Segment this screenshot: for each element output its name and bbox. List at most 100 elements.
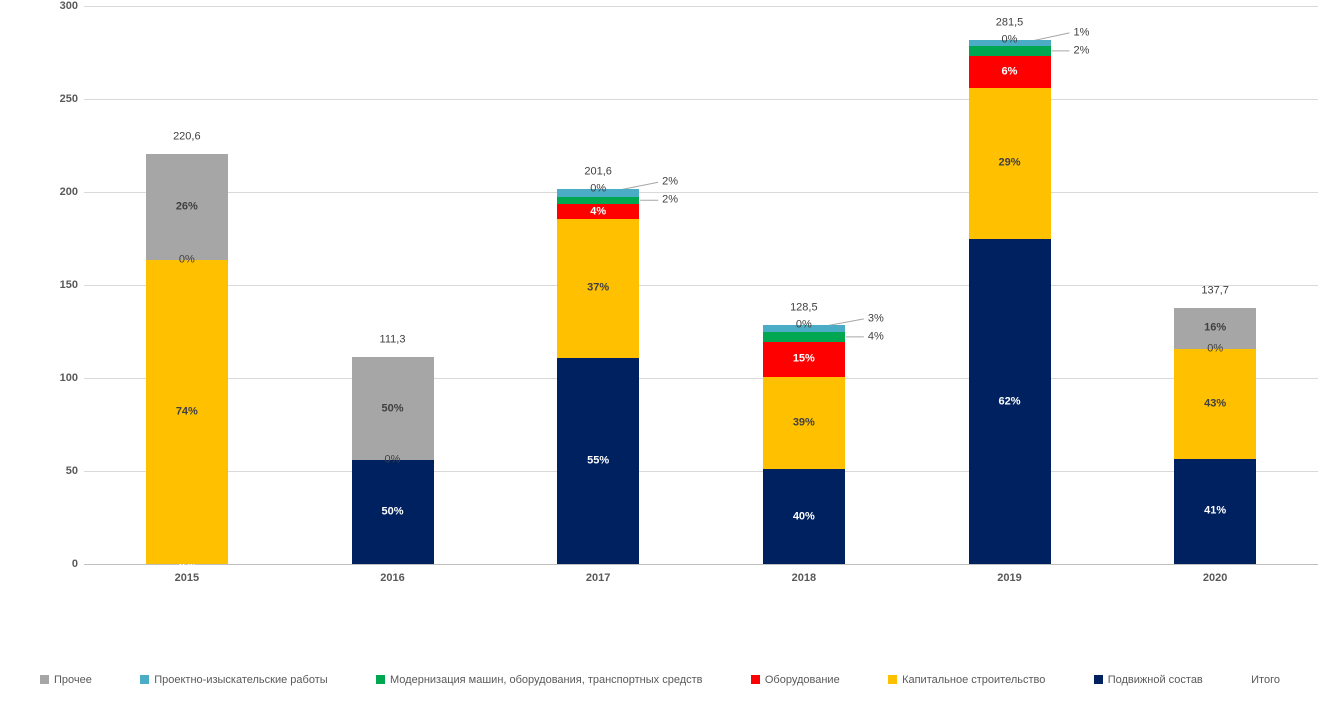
total-label: 128,5	[790, 301, 818, 314]
total-label: 281,5	[995, 16, 1024, 29]
x-axis-tick-label: 2018	[791, 572, 817, 584]
bar-2019-segment-capital_construction[interactable]	[968, 87, 1051, 240]
legend-item-label: Оборудование	[764, 673, 840, 686]
legend-item-modernization[interactable]: Модернизация машин, оборудования, трансп…	[376, 674, 703, 686]
total-label: 201,6	[584, 165, 612, 178]
bar-2016-segment-rolling_stock[interactable]	[351, 460, 434, 564]
x-axis-line	[84, 564, 1318, 565]
bar-2019-segment-rolling_stock[interactable]	[968, 239, 1051, 564]
callout-label-modernization: 2%	[662, 193, 679, 206]
data-label-rolling_stock: 41%	[1204, 504, 1227, 517]
x-axis-tick-label: 2015	[174, 572, 200, 584]
capital_construction-swatch-icon	[888, 675, 898, 684]
legend-item-label: Модернизация машин, оборудования, трансп…	[390, 673, 703, 686]
data-label-capital_construction: 74%	[175, 405, 198, 418]
y-axis-tick-label: 50	[65, 465, 78, 477]
legend-item-label: Подвижной состав	[1107, 673, 1203, 686]
y-axis-tick-label: 250	[59, 93, 78, 105]
bar-2018-segment-modernization[interactable]	[762, 332, 845, 342]
legend-item-rolling_stock[interactable]: Подвижной состав	[1093, 673, 1203, 686]
x-axis-tick-label: 2017	[585, 572, 611, 584]
gridline	[84, 285, 1318, 286]
callout-label-design-survey: 2%	[662, 175, 679, 188]
data-label-other: 26%	[175, 200, 198, 213]
bar-2020-segment-rolling_stock[interactable]	[1174, 458, 1257, 564]
x-axis: 2015 2016 2017 2018 2019 2020	[0, 564, 1330, 594]
data-label-rolling_stock: 55%	[587, 454, 610, 467]
data-label-equipment: 6%	[1001, 65, 1018, 78]
bar-2020-segment-capital_construction[interactable]	[1174, 348, 1257, 459]
legend-item-label: Итого	[1251, 673, 1280, 686]
bar-2018-segment-capital_construction[interactable]	[762, 377, 845, 470]
total-label: 111,3	[379, 333, 406, 346]
bar-2015-segment-capital_construction[interactable]	[145, 260, 228, 564]
modernization-swatch-icon	[376, 675, 386, 684]
data-label-capital_construction: 29%	[998, 156, 1021, 169]
data-label-rolling_stock: 40%	[792, 510, 815, 523]
y-axis-tick-label: 0	[71, 558, 78, 570]
x-axis-tick-label: 2019	[997, 572, 1022, 584]
data-label-zero: 0%	[384, 453, 401, 466]
legend-item-other[interactable]: Прочее	[40, 674, 92, 686]
data-label-capital_construction: 39%	[792, 416, 815, 429]
plot-area: 0% 74% 26% 0% 220,6 50% 50% 0% 111,3 55% 37% 4% 0% 20…	[145, 16, 1257, 564]
data-label-other: 50%	[381, 402, 404, 415]
bar-2016-segment-other[interactable]	[351, 356, 434, 461]
legend-item-design_survey[interactable]: Проектно-изыскательские работы	[140, 673, 328, 686]
gridline	[84, 6, 1318, 7]
equipment-swatch-icon	[750, 675, 760, 684]
bar-2020-segment-other[interactable]	[1174, 307, 1257, 349]
bar-2017-segment-rolling_stock[interactable]	[557, 357, 640, 564]
legend-item-label: Проектно-изыскательские работы	[154, 673, 328, 686]
bar-2017-segment-equipment[interactable]	[557, 204, 640, 219]
data-label-equipment: 4%	[590, 205, 607, 218]
bar-2015-segment-other[interactable]	[145, 153, 228, 261]
design_survey-swatch-icon	[140, 675, 150, 684]
bar-2017-segment-design_survey[interactable]	[557, 189, 640, 197]
total-label: 220,6	[173, 130, 201, 143]
bar-2018-segment-equipment[interactable]	[762, 341, 845, 378]
bar-2017-segment-capital_construction[interactable]	[557, 219, 640, 358]
legend-item-equipment[interactable]: Оборудование	[750, 673, 840, 686]
gridline	[84, 99, 1318, 100]
other-swatch-icon	[40, 675, 49, 684]
legend-item-total[interactable]: Итого	[1251, 674, 1280, 686]
gridline	[84, 192, 1318, 193]
data-label-capital_construction: 37%	[587, 281, 610, 294]
y-axis-tick-label: 300	[59, 0, 78, 12]
callout-label-modernization: 4%	[867, 330, 884, 343]
data-label-zero: 0%	[178, 253, 195, 266]
gridlines-and-y-axis: 0 50 100 150 200 250 300	[59, 0, 1318, 570]
data-label-equipment: 15%	[792, 352, 815, 365]
bar-2017-segment-modernization[interactable]	[557, 196, 640, 204]
data-label-zero: 0%	[1001, 33, 1018, 46]
data-label-rolling_stock: 50%	[381, 505, 404, 518]
gridline	[84, 471, 1318, 472]
callout-label-design-survey: 3%	[867, 312, 884, 325]
data-label-zero: 0%	[1207, 342, 1224, 355]
legend: Прочее Проектно-изыскательские работы Моде…	[40, 671, 1280, 688]
bar-2019-segment-design_survey[interactable]	[968, 40, 1051, 46]
gridline	[84, 378, 1318, 379]
legend-item-capital_construction[interactable]: Капитальное строительство	[888, 674, 1045, 686]
bar-2018-segment-design_survey[interactable]	[762, 324, 845, 333]
callout-label-modernization: 2%	[1073, 44, 1090, 57]
data-label-zero: 0%	[795, 318, 812, 331]
data-label-other: 16%	[1204, 321, 1227, 334]
legend-item-label: Капитальное строительство	[902, 673, 1046, 686]
data-label-capital_construction: 43%	[1204, 397, 1227, 410]
legend-item-label: Прочее	[54, 673, 92, 686]
y-axis-tick-label: 200	[59, 186, 78, 198]
data-label-zero: 0%	[590, 182, 607, 195]
y-axis-tick-label: 100	[59, 372, 78, 384]
rolling_stock-swatch-icon	[1093, 675, 1103, 684]
bar-2019-segment-equipment[interactable]	[968, 56, 1051, 88]
y-axis-tick-label: 150	[59, 279, 78, 291]
callout-label-design-survey: 1%	[1073, 26, 1090, 39]
total-label: 137,7	[1201, 284, 1229, 297]
bar-2019-segment-modernization[interactable]	[968, 45, 1051, 57]
data-label-rolling_stock: 62%	[998, 395, 1021, 408]
x-axis-tick-label: 2016	[380, 572, 405, 584]
bar-2018-segment-rolling_stock[interactable]	[762, 469, 845, 564]
